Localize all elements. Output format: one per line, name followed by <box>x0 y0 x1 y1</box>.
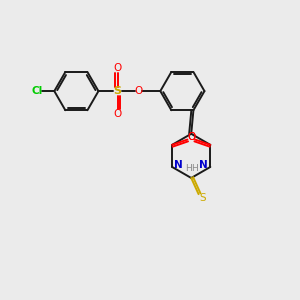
Text: S: S <box>200 193 206 203</box>
Text: O: O <box>187 132 195 142</box>
Text: H: H <box>185 164 192 173</box>
Text: O: O <box>113 109 122 119</box>
Text: O: O <box>113 63 122 74</box>
Text: O: O <box>187 132 195 142</box>
Text: N: N <box>200 160 208 170</box>
Text: S: S <box>114 86 122 96</box>
Text: H: H <box>191 164 197 173</box>
Text: O: O <box>134 86 142 96</box>
Text: Cl: Cl <box>31 85 42 95</box>
Text: N: N <box>174 160 183 170</box>
